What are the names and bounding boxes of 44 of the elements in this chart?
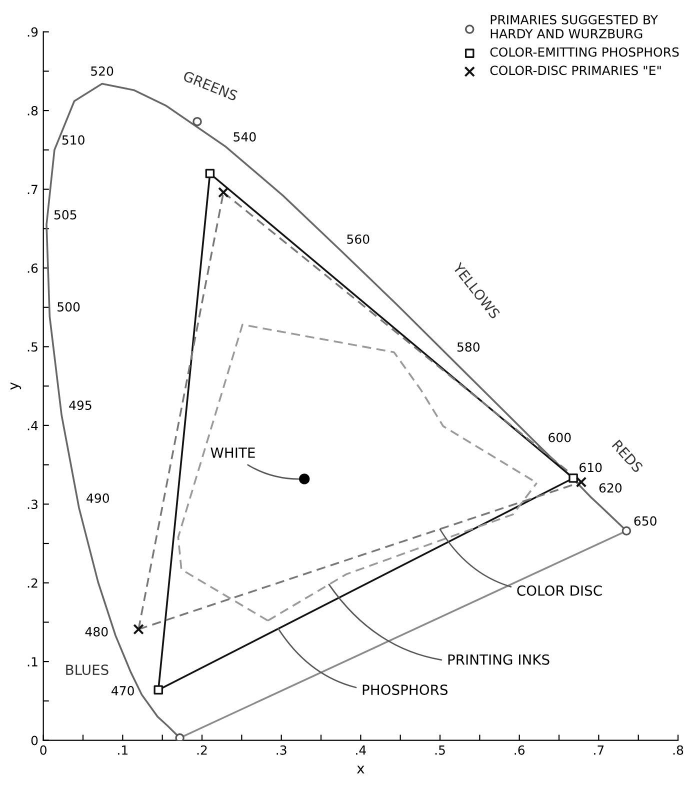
annotation: WHITE: [210, 448, 255, 458]
x-tick-label: .7: [594, 746, 604, 755]
annotation: 510: [62, 135, 84, 145]
annotation: BLUES: [66, 664, 108, 676]
y-tick-label: .7: [28, 184, 38, 194]
y-tick-label: .1: [28, 657, 38, 666]
legend-label: COLOR-EMITTING PHOSPHORS: [490, 47, 679, 57]
y-tick-label: 0: [31, 736, 38, 746]
annotation: 505: [54, 210, 76, 220]
annotation: 470: [112, 686, 134, 696]
annotation: COLOR DISC: [517, 585, 602, 596]
x-tick-label: .5: [435, 746, 445, 755]
y-tick-label: .4: [28, 421, 38, 430]
y-tick-label: .8: [28, 106, 38, 116]
x-tick-label: 0: [40, 745, 46, 755]
annotation: 495: [69, 400, 92, 410]
annotation: 620: [599, 483, 622, 493]
legend-label: PRIMARIES SUGGESTED BY HARDY AND WURZBURG: [490, 14, 658, 38]
y-axis-title: y: [10, 382, 21, 390]
annotation: 650: [634, 516, 656, 526]
annotation: 600: [548, 432, 571, 442]
y-tick-label: .5: [28, 342, 38, 352]
annotation: 520: [91, 66, 114, 76]
annotation: 490: [86, 493, 110, 503]
x-tick-label: .4: [356, 746, 366, 755]
y-tick-label: .6: [28, 263, 38, 273]
x-tick-label: .2: [197, 745, 207, 755]
annotation: 500: [58, 302, 80, 312]
annotation: 610: [580, 462, 602, 472]
legend-label: COLOR-DISC PRIMARIES "E": [490, 66, 661, 76]
annotation: PHOSPHORS: [362, 684, 448, 696]
annotation: 540: [234, 132, 256, 142]
x-axis-title: x: [356, 766, 364, 774]
y-tick-label: .3: [28, 500, 38, 510]
x-tick-label: .1: [118, 746, 128, 755]
annotation: PRINTING INKS: [448, 654, 550, 665]
x-tick-label: .3: [276, 745, 286, 755]
y-tick-label: .9: [28, 27, 38, 37]
annotation: 560: [347, 234, 370, 244]
y-tick-label: .2: [28, 578, 38, 588]
annotation: 480: [85, 626, 108, 636]
x-tick-label: .6: [514, 745, 525, 755]
x-tick-label: .8: [673, 745, 684, 755]
annotation: 580: [457, 342, 480, 352]
